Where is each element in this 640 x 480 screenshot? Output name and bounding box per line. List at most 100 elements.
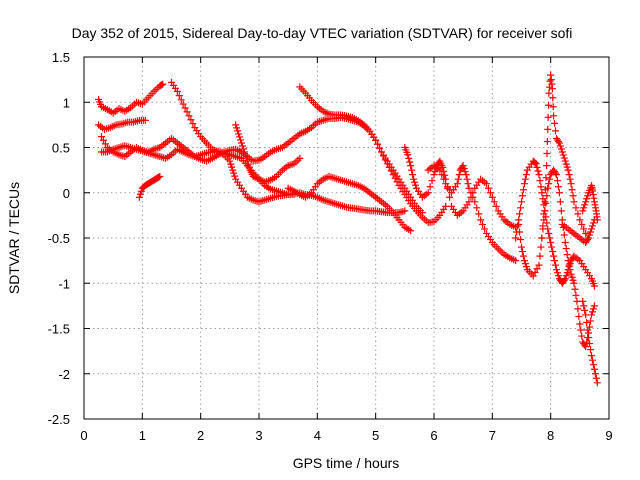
data-point <box>562 272 570 280</box>
data-point <box>548 85 556 93</box>
data-point <box>517 236 525 244</box>
data-point <box>521 175 529 183</box>
data-point <box>475 210 483 218</box>
data-point <box>541 198 549 206</box>
data-point <box>529 272 537 280</box>
data-point <box>561 157 569 165</box>
data-point <box>483 180 490 188</box>
data-point <box>587 228 595 236</box>
data-point <box>572 291 580 299</box>
data-point <box>381 156 389 164</box>
data-point <box>565 171 573 179</box>
series-arc-k <box>424 162 520 265</box>
data-point <box>574 210 582 218</box>
data-point <box>464 180 472 188</box>
data-point <box>490 198 498 206</box>
x-tick-label: 4 <box>314 428 321 443</box>
data-point <box>550 252 558 260</box>
series-arc-l <box>512 157 598 290</box>
data-point <box>569 192 577 200</box>
data-point <box>583 318 591 326</box>
data-point <box>574 305 582 313</box>
data-point <box>372 136 380 144</box>
data-point <box>459 162 467 170</box>
data-point <box>471 198 479 206</box>
x-tick-labels: 0 1 2 3 4 5 6 7 8 9 <box>80 428 612 443</box>
data-point <box>564 166 572 174</box>
data-point <box>551 119 559 127</box>
data-point <box>576 216 584 224</box>
data-point <box>548 243 556 251</box>
data-point <box>518 192 526 200</box>
data-point <box>245 163 253 171</box>
data-point <box>552 169 560 177</box>
data-point <box>229 166 237 174</box>
data-point <box>557 207 565 215</box>
data-point <box>585 234 593 242</box>
data-point <box>568 273 576 281</box>
data-point <box>156 172 164 180</box>
data-point <box>518 198 525 206</box>
data-point <box>518 243 525 251</box>
data-point <box>552 127 560 135</box>
y-tick-label: 0.5 <box>52 141 70 156</box>
data-point <box>588 225 595 233</box>
series-arc-b <box>95 116 149 133</box>
data-point <box>546 234 554 242</box>
data-point <box>517 204 525 212</box>
data-point <box>136 190 144 198</box>
series-arc-o <box>579 182 601 224</box>
data-point <box>183 108 191 116</box>
data-point <box>566 266 574 274</box>
data-point <box>543 162 551 170</box>
data-point <box>587 346 595 354</box>
axis-ticks <box>83 56 610 420</box>
y-tick-label: -2 <box>58 367 70 382</box>
data-point <box>518 248 526 256</box>
data-point <box>240 148 248 156</box>
data-point <box>589 219 597 227</box>
data-point <box>563 163 571 171</box>
data-point <box>241 151 249 159</box>
data-point <box>547 239 555 247</box>
data-point <box>581 201 589 209</box>
data-point <box>544 184 552 192</box>
data-point <box>546 175 554 183</box>
data-point <box>389 171 397 179</box>
data-point <box>555 189 563 197</box>
data-points <box>95 71 601 387</box>
data-point <box>537 183 545 191</box>
x-tick-label: 8 <box>547 428 554 443</box>
data-point <box>540 210 548 218</box>
data-point <box>409 171 417 179</box>
data-point <box>173 87 181 95</box>
data-point <box>564 257 572 265</box>
data-point <box>469 193 477 201</box>
data-point <box>591 370 599 378</box>
data-point <box>158 81 166 89</box>
data-point <box>570 279 578 287</box>
data-point <box>391 174 399 182</box>
data-point <box>233 124 241 132</box>
data-point <box>576 320 584 328</box>
data-point <box>535 171 543 179</box>
data-point <box>226 157 234 165</box>
data-point <box>179 100 187 108</box>
data-point <box>552 261 560 269</box>
data-point <box>243 157 251 165</box>
data-point <box>424 189 432 197</box>
data-point <box>531 159 539 167</box>
data-point <box>428 177 436 185</box>
data-point <box>580 302 588 310</box>
data-point <box>587 317 595 325</box>
data-point <box>590 365 598 373</box>
data-point <box>572 204 580 212</box>
y-tick-label: 1.5 <box>52 50 70 65</box>
data-point <box>187 116 195 124</box>
data-point <box>580 204 588 212</box>
data-point <box>565 261 573 269</box>
data-point <box>582 311 590 319</box>
data-point <box>440 175 448 183</box>
y-tick-label: -1 <box>58 276 70 291</box>
data-point <box>236 133 244 141</box>
